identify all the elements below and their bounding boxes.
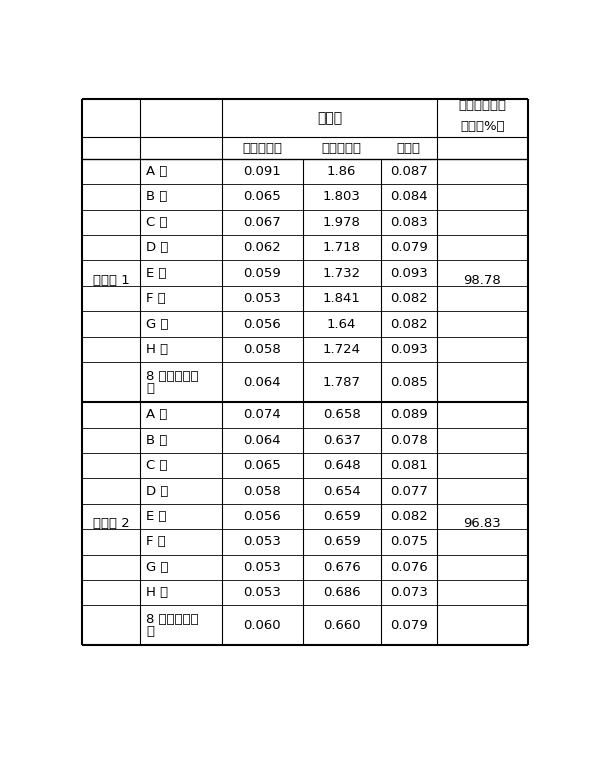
Text: 0.060: 0.060 <box>243 619 281 632</box>
Text: 0.053: 0.053 <box>243 561 281 574</box>
Text: B 孔: B 孔 <box>146 434 168 447</box>
Text: H 孔: H 孔 <box>146 586 168 600</box>
Text: 试验组: 试验组 <box>397 142 421 155</box>
Text: 0.093: 0.093 <box>390 343 428 356</box>
Text: D 孔: D 孔 <box>146 241 169 254</box>
Text: 0.053: 0.053 <box>243 292 281 305</box>
Text: 0.073: 0.073 <box>390 586 428 600</box>
Text: 值: 值 <box>146 382 155 395</box>
Text: 0.058: 0.058 <box>243 343 281 356</box>
Text: 0.637: 0.637 <box>323 434 361 447</box>
Text: 0.085: 0.085 <box>390 376 428 389</box>
Text: 0.660: 0.660 <box>323 619 361 632</box>
Text: 试验组细胞抑
制率（%）: 试验组细胞抑 制率（%） <box>458 99 506 133</box>
Text: E 孔: E 孔 <box>146 266 167 279</box>
Text: 0.077: 0.077 <box>390 484 428 498</box>
Text: 1.787: 1.787 <box>322 376 361 389</box>
Text: 0.093: 0.093 <box>390 266 428 279</box>
Text: G 孔: G 孔 <box>146 561 169 574</box>
Text: 0.056: 0.056 <box>243 317 281 330</box>
Text: 0.078: 0.078 <box>390 434 428 447</box>
Text: 0.654: 0.654 <box>323 484 361 498</box>
Text: 1.841: 1.841 <box>323 292 361 305</box>
Text: C 孔: C 孔 <box>146 216 168 229</box>
Text: 0.053: 0.053 <box>243 535 281 549</box>
Text: 0.089: 0.089 <box>390 408 428 421</box>
Text: F 孔: F 孔 <box>146 535 166 549</box>
Text: 平行样 2: 平行样 2 <box>93 518 130 531</box>
Text: 0.075: 0.075 <box>390 535 428 549</box>
Text: 空白对照组: 空白对照组 <box>242 142 282 155</box>
Text: 0.081: 0.081 <box>390 459 428 472</box>
Text: 0.062: 0.062 <box>243 241 281 254</box>
Text: 1.978: 1.978 <box>323 216 361 229</box>
Text: 0.065: 0.065 <box>243 191 281 203</box>
Text: A 孔: A 孔 <box>146 408 168 421</box>
Text: 0.056: 0.056 <box>243 510 281 523</box>
Text: 0.076: 0.076 <box>390 561 428 574</box>
Text: G 孔: G 孔 <box>146 317 169 330</box>
Text: F 孔: F 孔 <box>146 292 166 305</box>
Text: 细胞对照组: 细胞对照组 <box>322 142 362 155</box>
Text: 98.78: 98.78 <box>464 274 502 287</box>
Text: 0.082: 0.082 <box>390 317 428 330</box>
Text: 0.059: 0.059 <box>243 266 281 279</box>
Text: 8 个孔的平均: 8 个孔的平均 <box>146 370 199 383</box>
Text: 0.658: 0.658 <box>323 408 361 421</box>
Text: 值: 值 <box>146 625 155 638</box>
Text: 1.718: 1.718 <box>322 241 361 254</box>
Text: 0.686: 0.686 <box>323 586 361 600</box>
Text: 0.082: 0.082 <box>390 510 428 523</box>
Text: 0.676: 0.676 <box>323 561 361 574</box>
Text: 8 个孔的平均: 8 个孔的平均 <box>146 613 199 626</box>
Text: 96.83: 96.83 <box>464 518 502 531</box>
Text: 1.803: 1.803 <box>323 191 361 203</box>
Text: E 孔: E 孔 <box>146 510 167 523</box>
Text: 0.064: 0.064 <box>243 376 281 389</box>
Text: 0.084: 0.084 <box>390 191 428 203</box>
Text: B 孔: B 孔 <box>146 191 168 203</box>
Text: D 孔: D 孔 <box>146 484 169 498</box>
Text: 0.065: 0.065 <box>243 459 281 472</box>
Text: 0.648: 0.648 <box>323 459 361 472</box>
Text: 0.079: 0.079 <box>390 619 428 632</box>
Text: 0.079: 0.079 <box>390 241 428 254</box>
Text: 0.058: 0.058 <box>243 484 281 498</box>
Text: 1.724: 1.724 <box>322 343 361 356</box>
Text: 0.659: 0.659 <box>323 510 361 523</box>
Text: 0.067: 0.067 <box>243 216 281 229</box>
Text: 0.091: 0.091 <box>243 165 281 178</box>
Text: H 孔: H 孔 <box>146 343 168 356</box>
Text: C 孔: C 孔 <box>146 459 168 472</box>
Text: 0.082: 0.082 <box>390 292 428 305</box>
Text: 吸光度: 吸光度 <box>317 111 342 125</box>
Text: 0.083: 0.083 <box>390 216 428 229</box>
Text: 0.659: 0.659 <box>323 535 361 549</box>
Text: 1.86: 1.86 <box>327 165 356 178</box>
Text: 1.64: 1.64 <box>327 317 356 330</box>
Text: 1.732: 1.732 <box>322 266 361 279</box>
Text: 0.087: 0.087 <box>390 165 428 178</box>
Text: 0.064: 0.064 <box>243 434 281 447</box>
Text: 平行样 1: 平行样 1 <box>93 274 130 287</box>
Text: A 孔: A 孔 <box>146 165 168 178</box>
Text: 0.053: 0.053 <box>243 586 281 600</box>
Text: 0.074: 0.074 <box>243 408 281 421</box>
